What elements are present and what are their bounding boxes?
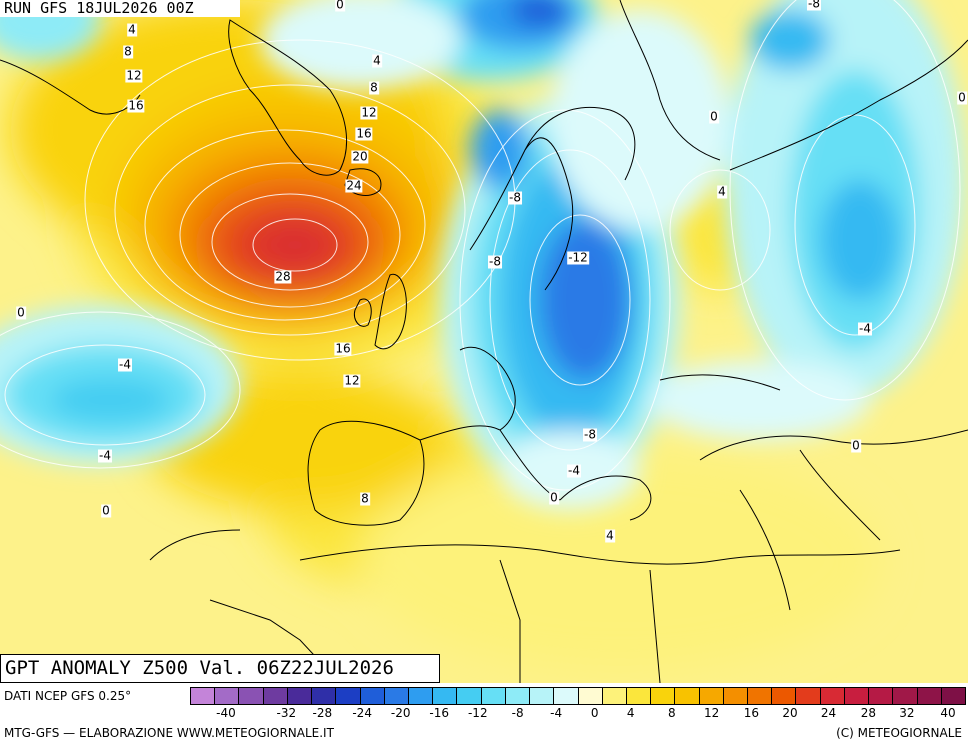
legend-swatch: [481, 688, 506, 704]
legend-tick-label: 12: [703, 706, 720, 720]
legend-swatch: [748, 688, 773, 704]
legend-tick-label: -32: [276, 706, 297, 720]
legend-swatch: [626, 688, 652, 704]
legend-swatch: [505, 688, 531, 704]
contour-label: 0: [549, 490, 559, 505]
contour-label: 0: [709, 109, 719, 124]
contour-label: 4: [127, 22, 137, 37]
contour-label: 8: [369, 80, 379, 95]
contour-label: 16: [334, 341, 352, 356]
contour-label: -4: [98, 448, 112, 463]
legend-tick-label: 32: [899, 706, 915, 720]
legend-swatch: [530, 688, 555, 704]
legend-tick-label: -4: [550, 706, 563, 720]
legend-swatch: [578, 688, 603, 704]
legend-swatch: [651, 688, 676, 704]
contour-label: 20: [351, 149, 369, 164]
legend-tick-label: -16: [429, 706, 450, 720]
legend-swatch: [263, 688, 288, 704]
legend-tick-label: 20: [782, 706, 798, 720]
legend-swatch: [917, 688, 942, 704]
color-legend-bar: [190, 687, 966, 705]
contour-label: 8: [360, 491, 370, 506]
legend-swatch: [239, 688, 264, 704]
legend-swatch: [602, 688, 627, 704]
legend-swatch: [699, 688, 724, 704]
contour-label: -8: [807, 0, 821, 11]
legend-swatch: [869, 688, 894, 704]
credit-right: (C) METEOGIORNALE: [836, 726, 962, 740]
legend-tick-label: 28: [860, 706, 876, 720]
contour-label: 4: [372, 53, 382, 68]
contour-lines: [0, 0, 961, 491]
legend-tick-label: -40: [216, 706, 236, 720]
legend-swatch: [360, 688, 385, 704]
legend-tick-label: -12: [467, 706, 488, 720]
legend-swatch: [312, 688, 337, 704]
contour-label: 4: [605, 528, 615, 543]
contour-label: 0: [851, 438, 861, 453]
legend-swatch: [408, 688, 434, 704]
legend-swatch: [844, 688, 870, 704]
contour-label: -12: [567, 250, 589, 265]
contour-label: 24: [345, 178, 363, 193]
legend-swatch: [675, 688, 700, 704]
contour-label: 12: [125, 68, 143, 83]
contour-label: 8: [123, 44, 133, 59]
legend-swatch: [287, 688, 313, 704]
contour-label: 28: [274, 269, 292, 284]
contour-label: -4: [567, 463, 581, 478]
contour-label: -4: [858, 321, 872, 336]
run-label: RUN GFS 18JUL2026 00Z: [0, 0, 240, 17]
contour-label: -8: [508, 190, 522, 205]
legend-swatch: [433, 688, 458, 704]
legend-ticks: -40 -32 -28 -24 -20 -16 -12 -8 -4 0 4 8 12 16 20 24 28 32…: [190, 706, 966, 722]
legend-tick-label: 24: [820, 706, 837, 720]
legend-swatch: [554, 688, 579, 704]
legend-tick-label: -20: [390, 706, 411, 720]
legend-swatch: [215, 688, 240, 704]
contour-label: 0: [957, 90, 967, 105]
negative-anomaly-field: [0, 0, 965, 510]
legend-swatch: [457, 688, 482, 704]
contour-label: 16: [355, 126, 373, 141]
contour-label: 4: [717, 184, 727, 199]
legend-tick-label: 16: [743, 706, 760, 720]
contour-label: 16: [127, 98, 145, 113]
legend-swatch: [384, 688, 409, 704]
contour-label: 12: [360, 105, 378, 120]
anomaly-map: RUN GFS 18JUL2026 00Z 4 8 12 16 4 8 12 1…: [0, 0, 968, 683]
legend-swatch: [941, 688, 965, 704]
legend-swatch: [796, 688, 821, 704]
map-title: GPT ANOMALY Z500 Val. 06Z22JUL2026: [0, 654, 440, 683]
legend-tick-label: 40: [940, 706, 956, 720]
contour-label: -4: [118, 357, 132, 372]
contour-label: 0: [101, 503, 111, 518]
legend-swatch: [723, 688, 749, 704]
contour-label: 12: [343, 373, 361, 388]
legend-swatch: [820, 688, 845, 704]
legend-swatch: [336, 688, 361, 704]
contour-label: 0: [335, 0, 345, 12]
map-canvas: [0, 0, 968, 683]
legend-tick-label: 8: [667, 706, 676, 720]
legend-swatch: [772, 688, 797, 704]
legend-tick-label: 0: [590, 706, 599, 720]
data-source-label: DATI NCEP GFS 0.25°: [4, 689, 132, 703]
legend-tick-label: -24: [352, 706, 372, 720]
contour-label: -8: [488, 254, 502, 269]
coastlines: [0, 0, 968, 683]
legend-tick-label: -28: [312, 706, 333, 720]
legend-swatch: [191, 688, 216, 704]
legend-tick-label: 4: [626, 706, 635, 720]
credit-left: MTG-GFS — ELABORAZIONE WWW.METEOGIORNALE…: [4, 726, 334, 740]
legend-tick-label: -8: [511, 706, 524, 720]
legend-swatch: [893, 688, 918, 704]
contour-label: 0: [16, 305, 26, 320]
contour-label: -8: [583, 427, 597, 442]
